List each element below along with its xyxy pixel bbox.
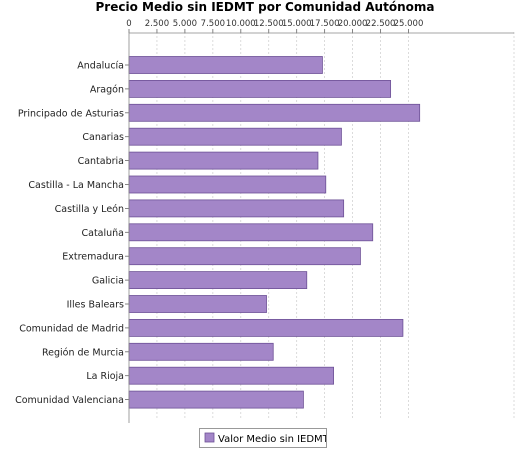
- bar: [128, 223, 374, 242]
- x-tick-label: 17.500: [310, 19, 340, 29]
- bar: [128, 247, 361, 266]
- category-label: Castilla - La Mancha: [28, 180, 124, 191]
- x-tick-label: 0: [126, 19, 131, 29]
- bar: [128, 342, 274, 361]
- x-axis-ticks: 0 2.500 5.000 7.500 10.00012.50015.00017.500…: [126, 19, 423, 33]
- category-label: Canarias: [82, 132, 124, 143]
- bar: [128, 271, 308, 290]
- bar: [128, 127, 342, 146]
- axes: [125, 32, 514, 423]
- category-label: Principado de Asturias: [18, 108, 124, 119]
- category-label: Aragón: [90, 84, 124, 95]
- x-tick-label: 5.000: [173, 19, 197, 29]
- category-label: Galicia: [92, 276, 124, 287]
- x-tick-label: 25.000: [394, 19, 424, 29]
- category-label: Región de Murcia: [42, 347, 124, 358]
- category-labels: Andalucía Aragón Principado de Asturias Can…: [15, 61, 124, 407]
- category-label: Illes Balears: [67, 300, 124, 311]
- legend-swatch: [204, 432, 215, 443]
- bar: [128, 390, 304, 409]
- x-tick-label: 15.000: [282, 19, 312, 29]
- category-label: Cantabria: [78, 156, 124, 167]
- bars: [128, 56, 421, 409]
- category-label: Comunidad de Madrid: [19, 323, 124, 334]
- legend-graphic: Valor Medio sin IEDMT: [204, 432, 330, 445]
- category-label: Comunidad Valenciana: [15, 395, 124, 406]
- category-label: Cataluña: [81, 228, 124, 239]
- bar: [128, 175, 327, 194]
- bar: [128, 103, 421, 122]
- category-label: Extremadura: [62, 252, 124, 263]
- bar: [128, 151, 319, 170]
- x-tick-label: 7.500: [201, 19, 225, 29]
- x-tick-label: 10.000: [226, 19, 256, 29]
- bar: [128, 56, 323, 74]
- bar: [128, 199, 345, 218]
- category-label: La Rioja: [86, 371, 124, 382]
- category-label: Castilla y León: [55, 204, 124, 215]
- chart-title: Precio Medio sin IEDMT por Comunidad Aut…: [96, 0, 435, 14]
- legend-label: Valor Medio sin IEDMT: [218, 434, 326, 445]
- bar: [128, 366, 334, 385]
- x-tick-label: 2.500: [145, 19, 169, 29]
- x-tick-label: 22.500: [366, 19, 396, 29]
- x-tick-label: 12.500: [254, 19, 284, 29]
- bar: [128, 80, 392, 98]
- bar: [128, 295, 267, 313]
- legend: Valor Medio sin IEDMT: [199, 428, 330, 448]
- x-tick-label: 20.000: [338, 19, 368, 29]
- category-label: Andalucía: [77, 61, 124, 72]
- bar: [128, 318, 404, 337]
